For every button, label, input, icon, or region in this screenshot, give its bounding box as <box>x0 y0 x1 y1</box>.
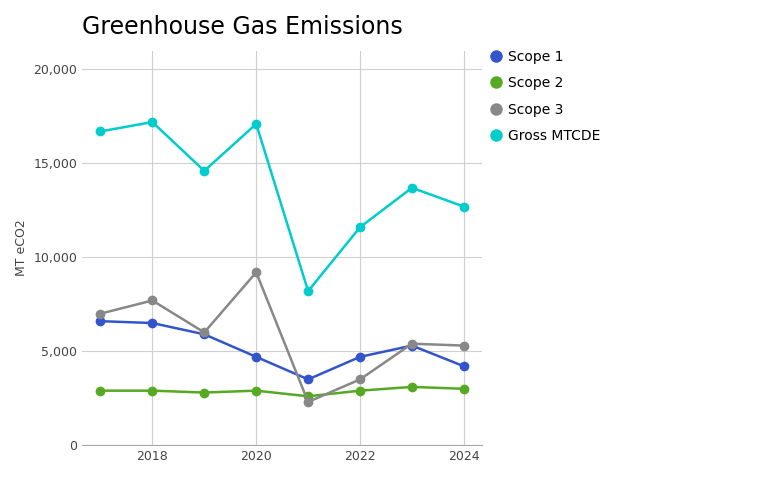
Y-axis label: MT eCO2: MT eCO2 <box>15 219 28 276</box>
Text: Greenhouse Gas Emissions: Greenhouse Gas Emissions <box>83 15 403 39</box>
Legend: Scope 1, Scope 2, Scope 3, Gross MTCDE: Scope 1, Scope 2, Scope 3, Gross MTCDE <box>493 50 601 143</box>
